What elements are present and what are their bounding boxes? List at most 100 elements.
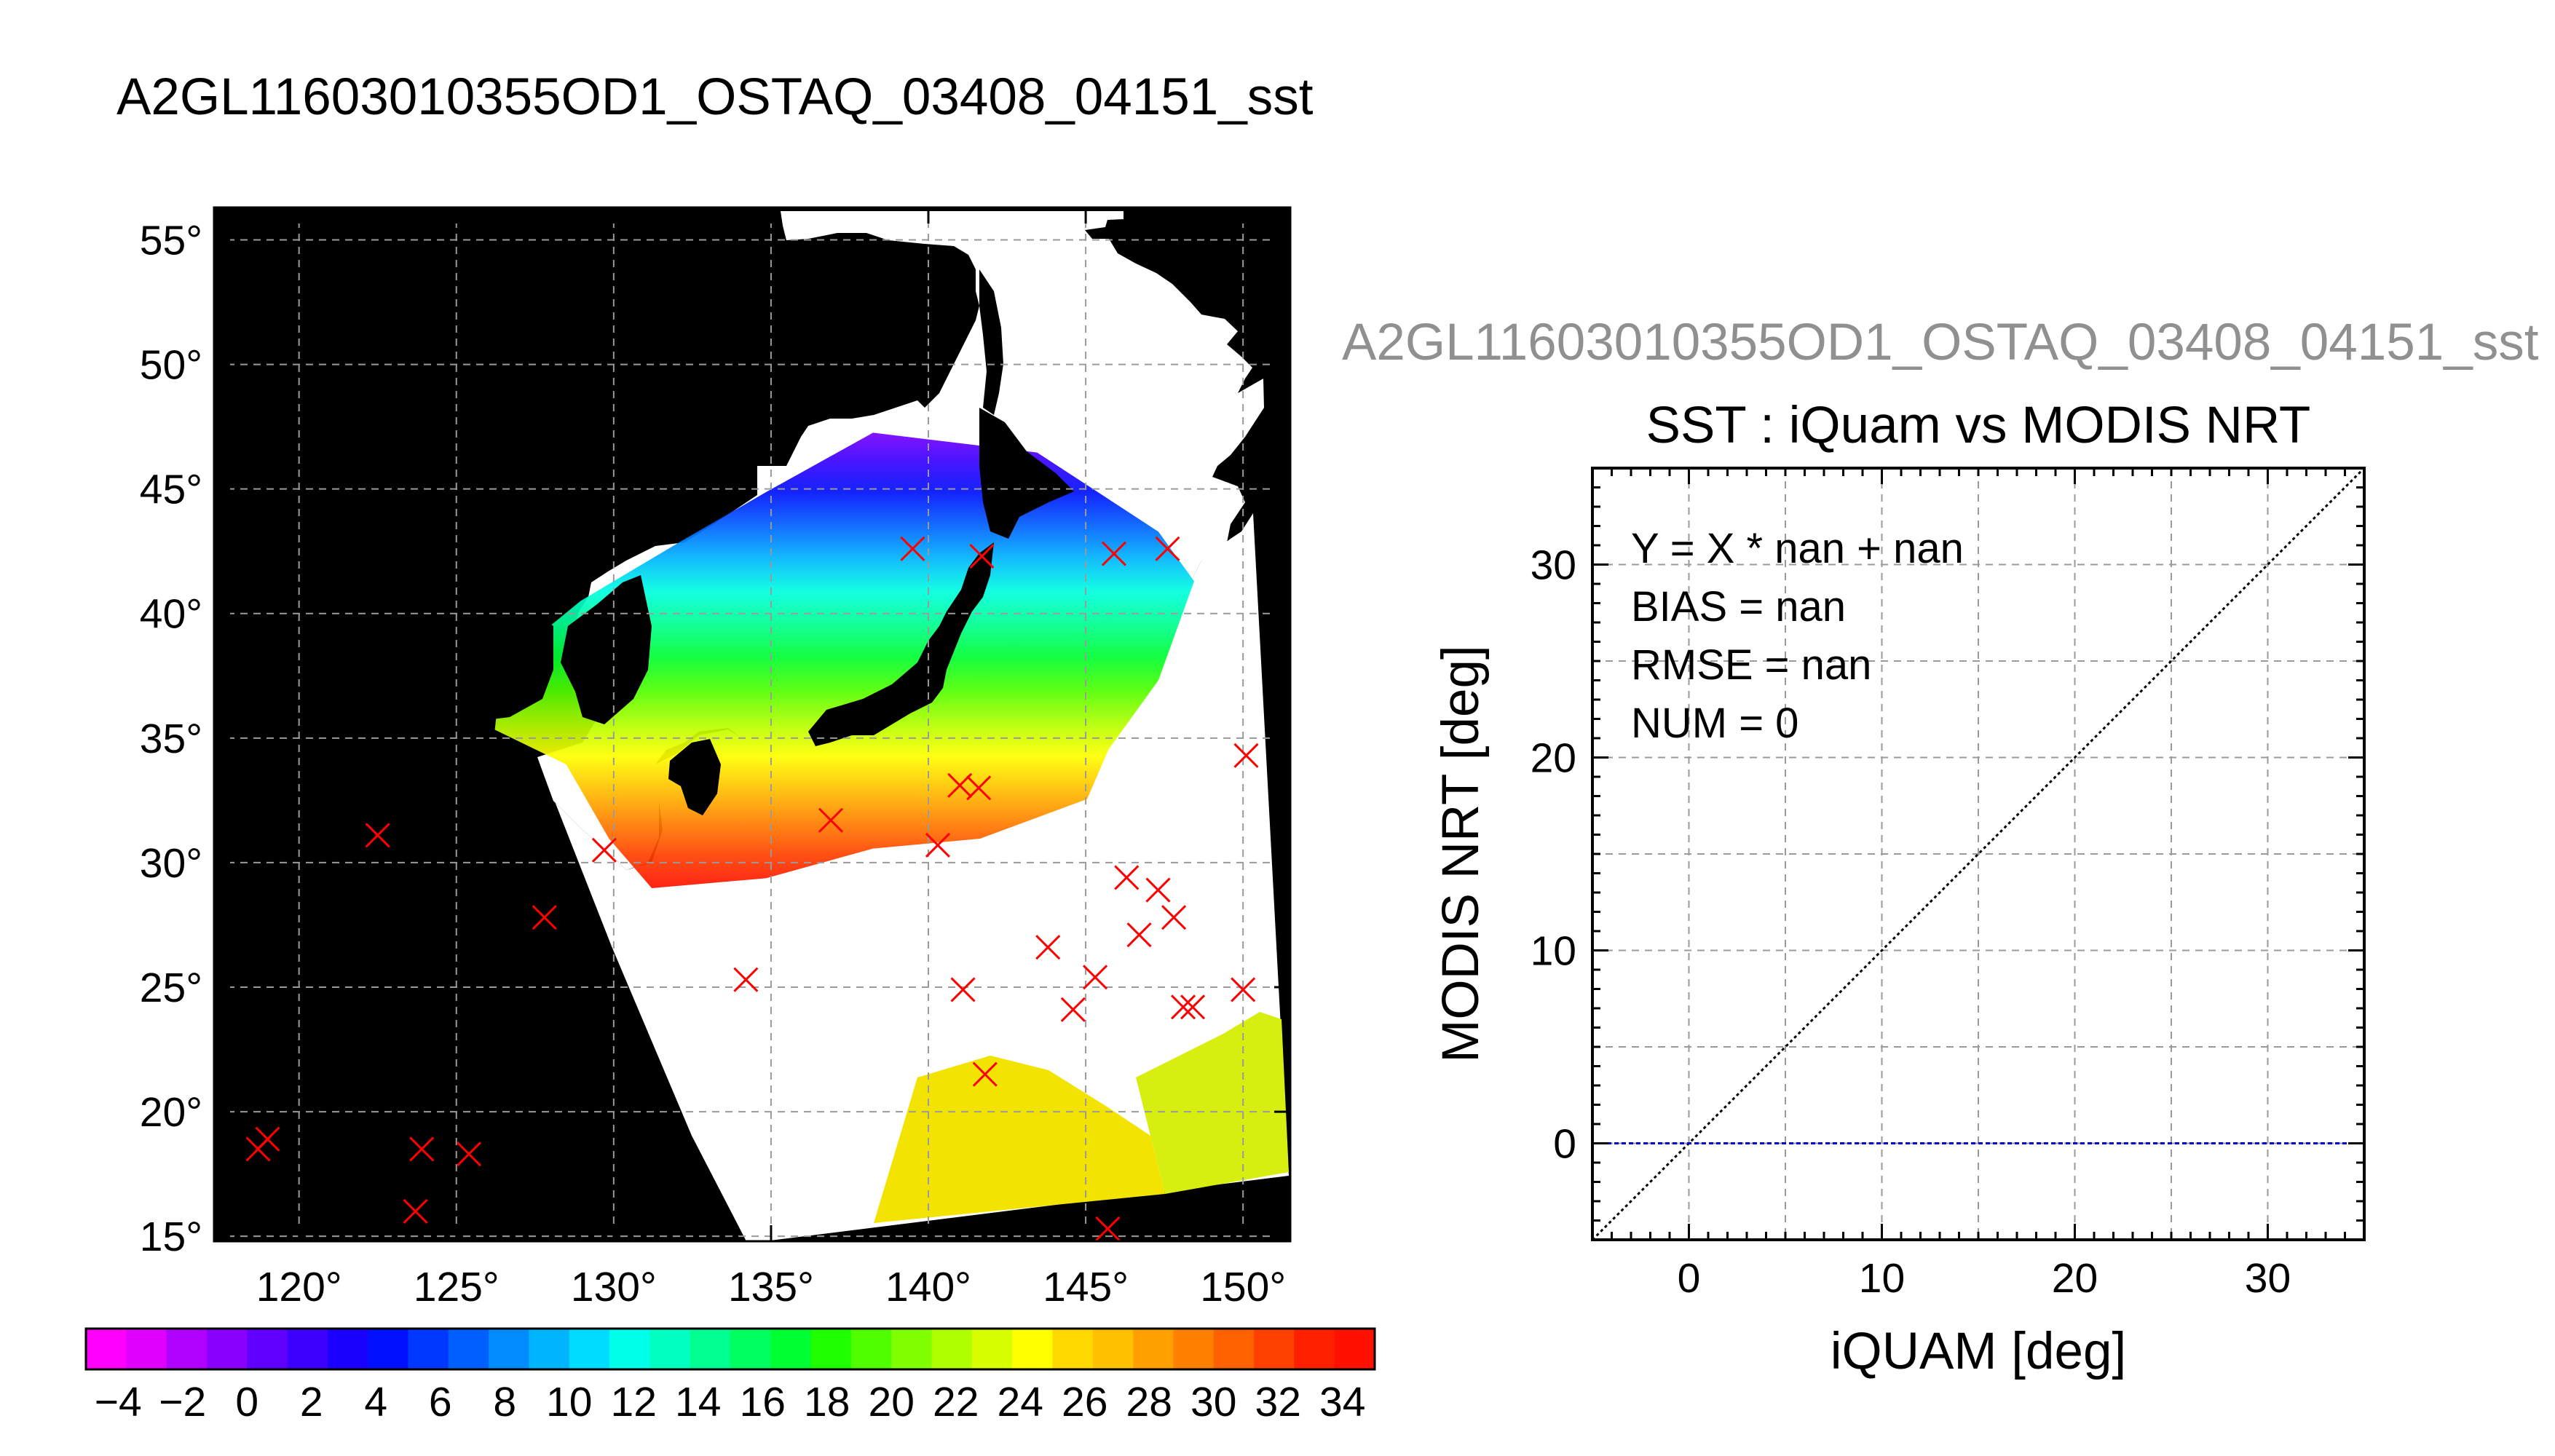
map-frame: [213, 206, 1292, 1243]
buoy-marker: [1035, 935, 1061, 960]
colorbar-swatch: [126, 1329, 167, 1369]
buoy-marker-stroke: [972, 1061, 998, 1087]
map-x-tick-label: 145°: [1043, 1264, 1129, 1310]
regression-annotation: Y = X * nan + nan: [1631, 525, 1964, 572]
regression-annotations: Y = X * nan + nan BIAS = nan RMSE = nan NUM…: [1631, 525, 1964, 747]
scatter-chart-title: SST : iQuam vs MODIS NRT: [1646, 397, 2311, 454]
buoy-marker-stroke: [950, 977, 976, 1002]
scatter-x-tick-label: 0: [1678, 1255, 1701, 1302]
regression-annotation: RMSE = nan: [1631, 641, 1871, 689]
map-tick-marks: [214, 207, 1290, 1241]
buoy-marker-stroke: [1171, 994, 1196, 1020]
buoy-marker-stroke: [456, 1142, 482, 1167]
japan-kyushu: [668, 739, 721, 815]
colorbar-tick-label: 34: [1319, 1379, 1365, 1425]
map-panel: 120° 125° 130° 135° 140° 145° 150° 15° 20° 25° 30°…: [140, 206, 1292, 1310]
colorbar-swatch: [1133, 1329, 1174, 1369]
buoy-marker-stroke: [1161, 905, 1187, 930]
map-x-tick-label: 140°: [885, 1264, 971, 1310]
colorbar-swatch: [971, 1329, 1013, 1369]
colorbar-tick-label: 30: [1190, 1379, 1236, 1425]
colorbar-tick-label: 4: [364, 1379, 387, 1425]
colorbar-swatch: [287, 1329, 328, 1369]
colorbar-swatch: [730, 1329, 771, 1369]
buoy-marker-stroke: [1145, 877, 1171, 903]
buoy-marker: [1161, 905, 1187, 930]
buoy-marker: [925, 832, 951, 858]
colorbar-swatch: [206, 1329, 248, 1369]
colorbar-tick-label: 14: [675, 1379, 721, 1425]
buoy-marker: [409, 1136, 435, 1162]
buoy-marker-stroke: [925, 832, 951, 858]
colorbar-swatch: [609, 1329, 650, 1369]
scatter-x-axis-label: iQUAM [deg]: [1831, 1323, 2126, 1380]
map-gridlines: [214, 207, 1290, 1241]
buoy-marker: [403, 1198, 428, 1224]
map-y-tick-label: 50°: [140, 342, 202, 389]
colorbar-swatches: [86, 1329, 1375, 1369]
colorbar-tick-label: 10: [546, 1379, 592, 1425]
sakhalin: [979, 269, 1003, 415]
colorbar: −4 −2 0 2 4 6 8 10 12 14 16 18 20 22 24 26 28 30 32 34: [84, 1327, 1376, 1425]
buoy-marker-stroke: [1035, 935, 1061, 960]
scatter-tick-labels: 0 10 20 30 0 10 20 30: [1531, 542, 2291, 1302]
buoy-marker: [733, 967, 759, 992]
colorbar-swatch: [489, 1329, 530, 1369]
buoy-marker: [255, 1126, 280, 1152]
buoy-marker: [966, 775, 992, 801]
colorbar-tick-label: 24: [998, 1379, 1043, 1425]
buoy-marker-stroke: [1095, 1216, 1121, 1241]
buoy-marker: [1082, 965, 1108, 990]
buoy-marker-stroke: [1233, 743, 1259, 768]
colorbar-tick-label: 28: [1126, 1379, 1172, 1425]
buoy-marker-stroke: [818, 807, 844, 833]
scatter-y-tick-label: 30: [1531, 542, 1576, 589]
colorbar-swatch: [247, 1329, 288, 1369]
buoy-marker-stroke: [403, 1198, 428, 1224]
buoy-marker: [1114, 865, 1140, 890]
colorbar-swatch: [327, 1329, 368, 1369]
colorbar-tick-label: 22: [933, 1379, 979, 1425]
scatter-y-tick-label: 20: [1531, 735, 1576, 782]
colorbar-tick-label: 16: [740, 1379, 786, 1425]
buoy-marker-stroke: [365, 823, 390, 848]
colorbar-swatch: [891, 1329, 933, 1369]
regression-annotation: BIAS = nan: [1631, 583, 1846, 630]
colorbar-swatch: [1213, 1329, 1255, 1369]
map-y-tick-label: 40°: [140, 591, 202, 638]
colorbar-labels: −4 −2 0 2 4 6 8 10 12 14 16 18 20 22 24 26 28 30 32 34: [95, 1379, 1366, 1425]
buoy-marker-stroke: [966, 775, 992, 801]
colorbar-swatch: [569, 1329, 610, 1369]
buoy-marker: [532, 905, 557, 930]
buoy-marker: [969, 543, 995, 569]
colorbar-swatch: [1092, 1329, 1134, 1369]
colorbar-tick-label: 6: [429, 1379, 452, 1425]
scatter-x-tick-label: 20: [2052, 1255, 2098, 1302]
buoy-marker-stroke: [1231, 977, 1256, 1002]
buoy-marker: [591, 837, 617, 863]
buoy-marker-stroke: [733, 967, 759, 992]
buoy-marker: [1101, 541, 1127, 566]
colorbar-swatch: [1334, 1329, 1375, 1369]
colorbar-swatch: [408, 1329, 449, 1369]
buoy-marker-stroke: [532, 905, 557, 930]
map-y-tick-label: 15°: [140, 1214, 202, 1260]
scatter-subtitle: A2GL11603010355OD1_OSTAQ_03408_04151_sst: [1342, 314, 2539, 371]
buoy-marker-stroke: [1180, 994, 1206, 1020]
japan-hokkaido: [979, 408, 1074, 539]
scatter-y-axis-label: MODIS NRT [deg]: [1432, 645, 1490, 1062]
colorbar-swatch: [770, 1329, 812, 1369]
colorbar-swatch: [1012, 1329, 1054, 1369]
map-y-tick-label: 45°: [140, 467, 202, 513]
buoy-marker-stroke: [409, 1136, 435, 1162]
buoy-marker: [972, 1061, 998, 1087]
map-y-tick-label: 20°: [140, 1089, 202, 1136]
buoy-marker-stroke: [591, 837, 617, 863]
buoy-marker-stroke: [969, 543, 995, 569]
colorbar-tick-label: 32: [1255, 1379, 1301, 1425]
map-x-tick-label: 150°: [1200, 1264, 1286, 1310]
colorbar-tick-label: 8: [493, 1379, 516, 1425]
map-x-tick-label: 120°: [256, 1264, 342, 1310]
colorbar-tick-label: 12: [611, 1379, 657, 1425]
